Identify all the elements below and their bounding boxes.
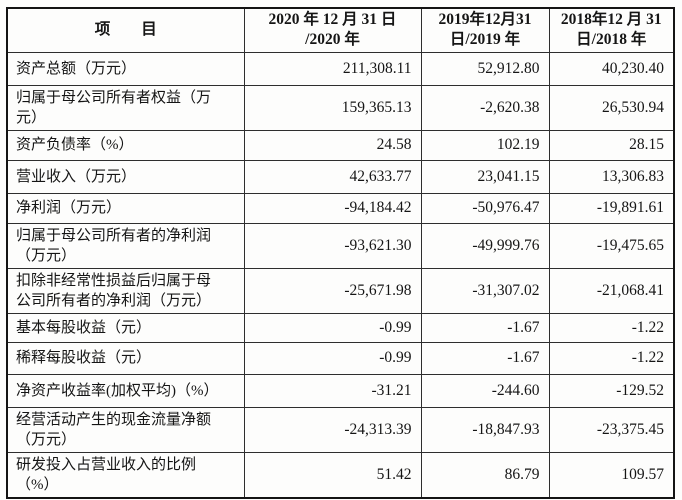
row-label: 归属于母公司所有者权益（万 元）	[6, 84, 245, 131]
value-2018: -19,475.65	[548, 222, 675, 269]
row-label: 营业收入（万元）	[6, 159, 245, 194]
value-2019: 52,912.80	[420, 51, 550, 86]
header-2020: 2020 年 12 月 31 日 /2020 年	[243, 7, 422, 53]
value-2020: 24.58	[243, 129, 422, 161]
value-2020: -94,184.42	[243, 192, 422, 224]
table-row: 净利润（万元） -94,184.42 -50,976.47 -19,891.61	[6, 192, 675, 224]
value-2020: 211,308.11	[243, 51, 422, 86]
value-2020: -31.21	[243, 373, 422, 408]
value-2020: -25,671.98	[243, 267, 422, 314]
row-label: 研发投入占营业收入的比例 （%）	[6, 451, 245, 498]
value-2019: -18,847.93	[420, 406, 550, 453]
value-2018: -129.52	[548, 373, 675, 408]
row-label: 基本每股收益（元）	[6, 312, 245, 343]
value-2020: -93,621.30	[243, 222, 422, 269]
value-2020: -24,313.39	[243, 406, 422, 453]
table-row: 研发投入占营业收入的比例 （%） 51.42 86.79 109.57	[6, 451, 675, 498]
table-row: 扣除非经常性损益后归属于母 公司所有者的净利润（万元） -25,671.98 -…	[6, 267, 675, 314]
header-2019: 2019年12月31 日/2019 年	[420, 7, 550, 53]
table-row: 资产负债率（%） 24.58 102.19 28.15	[6, 129, 675, 161]
table-row: 归属于母公司所有者的净利润 （万元） -93,621.30 -49,999.76…	[6, 222, 675, 269]
table-row: 基本每股收益（元） -0.99 -1.67 -1.22	[6, 312, 675, 343]
value-2019: 102.19	[420, 129, 550, 161]
value-2019: -31,307.02	[420, 267, 550, 314]
value-2019: -50,976.47	[420, 192, 550, 224]
value-2020: 42,633.77	[243, 159, 422, 194]
table-row: 经营活动产生的现金流量净额 （万元） -24,313.39 -18,847.93…	[6, 406, 675, 453]
value-2020: 51.42	[243, 451, 422, 498]
table-row: 净资产收益率(加权平均)（%） -31.21 -244.60 -129.52	[6, 373, 675, 408]
value-2019: -49,999.76	[420, 222, 550, 269]
value-2018: -21,068.41	[548, 267, 675, 314]
table-row: 稀释每股收益（元） -0.99 -1.67 -1.22	[6, 341, 675, 375]
row-label: 净资产收益率(加权平均)（%）	[6, 373, 245, 408]
value-2018: 109.57	[548, 451, 675, 498]
value-2018: 40,230.40	[548, 51, 675, 86]
value-2020: -0.99	[243, 341, 422, 375]
value-2018: 26,530.94	[548, 84, 675, 131]
table-row: 资产总额（万元） 211,308.11 52,912.80 40,230.40	[6, 51, 675, 86]
value-2018: -23,375.45	[548, 406, 675, 453]
value-2019: -1.67	[420, 341, 550, 375]
value-2019: -2,620.38	[420, 84, 550, 131]
value-2018: -1.22	[548, 341, 675, 375]
row-label: 归属于母公司所有者的净利润 （万元）	[6, 222, 245, 269]
value-2019: 23,041.15	[420, 159, 550, 194]
value-2019: -1.67	[420, 312, 550, 343]
value-2018: -19,891.61	[548, 192, 675, 224]
row-label: 经营活动产生的现金流量净额 （万元）	[6, 406, 245, 453]
value-2020: 159,365.13	[243, 84, 422, 131]
table-row: 营业收入（万元） 42,633.77 23,041.15 13,306.83	[6, 159, 675, 194]
value-2019: -244.60	[420, 373, 550, 408]
value-2018: -1.22	[548, 312, 675, 343]
table-header-row: 项 目 2020 年 12 月 31 日 /2020 年 2019年12月31 …	[6, 7, 675, 53]
row-label: 净利润（万元）	[6, 192, 245, 224]
value-2019: 86.79	[420, 451, 550, 498]
financial-summary-table: 项 目 2020 年 12 月 31 日 /2020 年 2019年12月31 …	[6, 7, 675, 499]
table-row: 归属于母公司所有者权益（万 元） 159,365.13 -2,620.38 26…	[6, 84, 675, 131]
row-label: 资产负债率（%）	[6, 129, 245, 161]
value-2020: -0.99	[243, 312, 422, 343]
row-label: 扣除非经常性损益后归属于母 公司所有者的净利润（万元）	[6, 267, 245, 314]
header-item: 项 目	[6, 7, 245, 53]
row-label: 资产总额（万元）	[6, 51, 245, 86]
header-2018: 2018年12 月 31 日/2018 年	[548, 7, 675, 53]
value-2018: 28.15	[548, 129, 675, 161]
row-label: 稀释每股收益（元）	[6, 341, 245, 375]
value-2018: 13,306.83	[548, 159, 675, 194]
